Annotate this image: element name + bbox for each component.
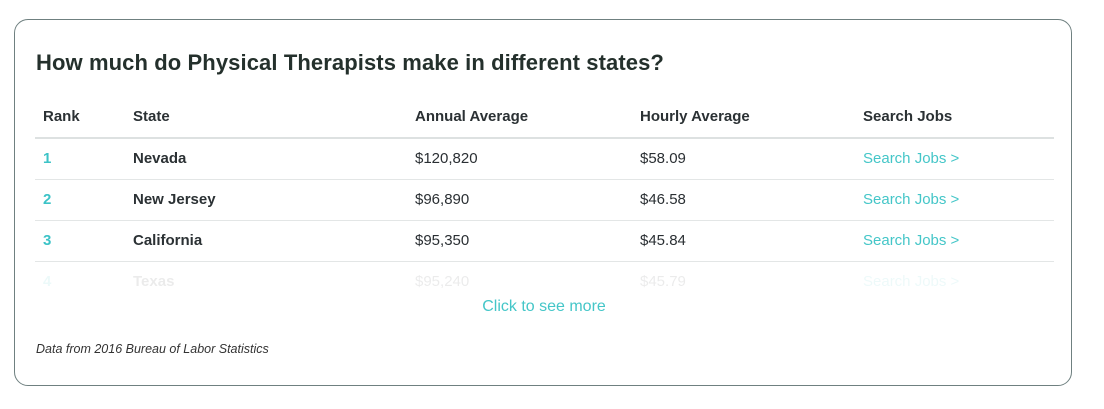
header-rank: Rank: [43, 108, 80, 125]
rank-cell: 2: [43, 191, 52, 208]
hourly-cell: $45.84: [640, 232, 686, 249]
state-cell: Nevada: [133, 150, 187, 167]
hourly-cell: $58.09: [640, 150, 686, 167]
table-header-row: Rank State Annual Average Hourly Average…: [35, 98, 1054, 139]
source-note: Data from 2016 Bureau of Labor Statistic…: [36, 342, 269, 356]
annual-cell: $95,350: [415, 232, 470, 249]
rank-cell: 4: [43, 273, 52, 290]
hourly-cell: $45.79: [640, 273, 686, 290]
salary-table: Rank State Annual Average Hourly Average…: [35, 98, 1054, 302]
hourly-cell: $46.58: [640, 191, 686, 208]
search-jobs-link[interactable]: Search Jobs >: [863, 232, 960, 249]
annual-cell: $120,820: [415, 150, 478, 167]
see-more-link[interactable]: Click to see more: [482, 298, 606, 315]
header-state: State: [133, 108, 170, 125]
header-search-jobs: Search Jobs: [863, 108, 953, 125]
table-row-faded: 4 Texas $95,240 $45.79 Search Jobs >: [35, 262, 1054, 302]
search-jobs-link[interactable]: Search Jobs >: [863, 150, 960, 167]
state-cell: Texas: [133, 273, 175, 290]
salary-card: How much do Physical Therapists make in …: [14, 19, 1072, 386]
search-jobs-link[interactable]: Search Jobs >: [863, 191, 960, 208]
table-row: 1 Nevada $120,820 $58.09 Search Jobs >: [35, 139, 1054, 180]
header-hourly-average: Hourly Average: [640, 108, 750, 125]
table-row: 3 California $95,350 $45.84 Search Jobs …: [35, 221, 1054, 262]
search-jobs-link: Search Jobs >: [863, 273, 960, 290]
table-row: 2 New Jersey $96,890 $46.58 Search Jobs …: [35, 180, 1054, 221]
card-title: How much do Physical Therapists make in …: [36, 50, 664, 75]
rank-cell: 3: [43, 232, 52, 249]
state-cell: California: [133, 232, 203, 249]
header-annual-average: Annual Average: [415, 108, 529, 125]
see-more-container: Click to see more: [15, 298, 1073, 316]
annual-cell: $95,240: [415, 273, 470, 290]
state-cell: New Jersey: [133, 191, 216, 208]
rank-cell: 1: [43, 150, 52, 167]
annual-cell: $96,890: [415, 191, 470, 208]
